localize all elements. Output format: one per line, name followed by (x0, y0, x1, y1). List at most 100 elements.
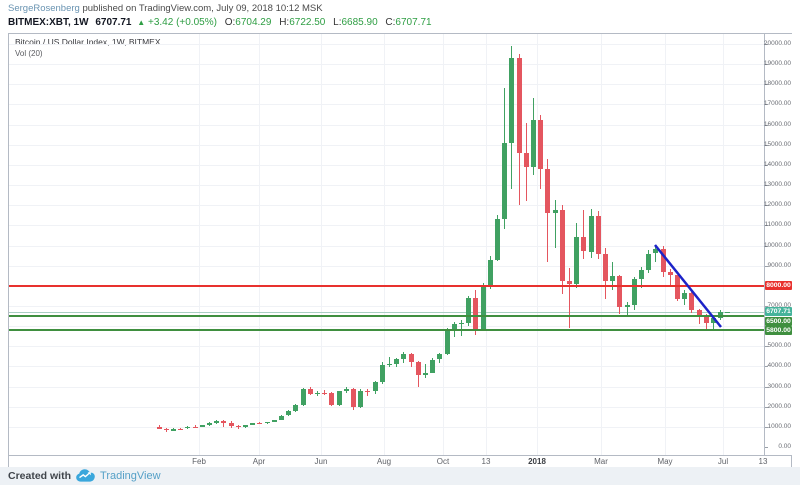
candle-wick (568, 267, 570, 329)
price-change: ▲ +3.42 (+0.05%) (137, 17, 217, 28)
tradingview-brand-label[interactable]: TradingView (100, 469, 161, 482)
price-axis-tick (765, 64, 768, 66)
candle-body (307, 389, 313, 394)
candle-wick (388, 356, 390, 368)
candle-body (487, 259, 493, 285)
symbol-info-row: BITMEX:XBT, 1W 6707.71 ▲ +3.42 (+0.05%) … (8, 16, 788, 30)
vertical-gridline (199, 34, 200, 455)
candle-body (322, 392, 328, 394)
horizontal-gridline (9, 64, 764, 66)
candle-body (516, 58, 522, 153)
candle-body (703, 317, 709, 323)
time-axis-label: Jul (717, 457, 729, 466)
candle-body (660, 248, 666, 272)
price-axis-label: 3000.00 (767, 382, 792, 390)
candle-body (286, 410, 292, 416)
candle-body (466, 297, 472, 324)
horizontal-gridline (9, 265, 764, 267)
candle-body (343, 388, 349, 392)
candle-body (667, 271, 673, 276)
horizontal-gridline (9, 164, 764, 166)
candle-body (156, 426, 162, 429)
horizontal-gridline (9, 386, 764, 388)
horizontal-gridline (9, 185, 764, 187)
legend-volume-indicator: Vol (20) (15, 49, 43, 58)
time-axis-label: 2018 (528, 457, 546, 466)
time-axis-label: Apr (252, 457, 266, 466)
candle-body (710, 318, 716, 323)
candle-body (278, 415, 284, 420)
created-with-label: Created with (8, 469, 72, 482)
vertical-gridline (321, 34, 322, 455)
time-axis-label: Feb (192, 457, 206, 466)
price-axis-label: 5000.00 (767, 342, 792, 350)
price-axis-label: 11000.00 (764, 221, 791, 229)
horizontal-gridline (9, 426, 764, 428)
candle-wick (460, 320, 462, 337)
price-axis-label: 18000.00 (763, 80, 791, 88)
time-axis-label: 13 (481, 457, 491, 466)
price-axis-label: 10000.00 (763, 241, 791, 249)
price-axis-label: 1000.00 (767, 422, 792, 430)
price-axis-tick (765, 366, 768, 368)
candle-body (300, 389, 306, 406)
time-axis-label: Mar (594, 457, 608, 466)
time-axis-label: Aug (376, 457, 392, 466)
author-link[interactable]: SergeRosenberg (8, 3, 80, 14)
close-value: C:6707.71 (385, 17, 432, 28)
candle-body (394, 359, 400, 365)
price-axis-tick (765, 144, 768, 146)
price-axis[interactable]: 0.00 1000.00 2000.00 3000.00 4000.00 5000.00 6… (764, 34, 792, 455)
price-axis-tick (765, 164, 768, 166)
price-level-line (9, 284, 764, 287)
price-axis-tick (765, 124, 768, 126)
candle-body (602, 253, 608, 282)
candle-body (206, 423, 212, 426)
time-axis[interactable]: Feb Apr Jun Aug Oct 13 2018 Mar May Jul 13 (9, 455, 791, 467)
candle-body (480, 284, 486, 330)
vertical-gridline (443, 34, 444, 455)
candle-body (365, 390, 371, 392)
candle-body (415, 361, 421, 375)
candle-body (221, 421, 227, 424)
candle-body (444, 329, 450, 355)
candle-body (545, 168, 551, 214)
candle-body (725, 311, 731, 313)
horizontal-gridline (9, 84, 764, 86)
candle-body (631, 278, 637, 306)
horizontal-gridline (9, 366, 764, 368)
candle-body (250, 422, 256, 425)
chart-legend[interactable]: Bitcoin / US Dollar Index, 1W, BITMEX Vo… (15, 37, 161, 59)
horizontal-gridline (9, 406, 764, 408)
horizontal-gridline (9, 245, 764, 247)
time-axis-label: Oct (436, 457, 450, 466)
price-axis-tick (765, 84, 768, 86)
price-axis-tick (765, 225, 768, 227)
price-badge: 8000.00 (765, 281, 792, 291)
candle-body (559, 210, 565, 281)
price-badge: 6707.71 (765, 307, 792, 317)
tradingview-logo-icon[interactable] (76, 469, 95, 482)
trendline[interactable] (9, 34, 764, 455)
candle-body (595, 216, 601, 254)
horizontal-gridline (9, 305, 764, 307)
candle-body (674, 275, 680, 299)
candle-wick (367, 388, 369, 396)
time-axis-label: May (657, 457, 673, 466)
candle-body (329, 393, 335, 405)
candle-body (422, 372, 428, 375)
symbol-label[interactable]: BITMEX:XBT, 1W (8, 17, 89, 28)
price-axis-label: 19000.00 (763, 60, 791, 68)
candle-wick (626, 301, 628, 318)
candle-body (386, 364, 392, 366)
plot-area[interactable]: Bitcoin / US Dollar Index, 1W, BITMEX Vo… (9, 34, 764, 455)
candle-body (653, 248, 659, 254)
price-axis-tick (765, 426, 768, 428)
candle-body (451, 324, 457, 330)
candle-body (350, 388, 356, 407)
low-value: L:6685.90 (333, 17, 378, 28)
candle-wick (583, 209, 585, 259)
candle-body (610, 275, 616, 282)
price-level-line (9, 315, 764, 317)
candle-body (242, 425, 248, 428)
